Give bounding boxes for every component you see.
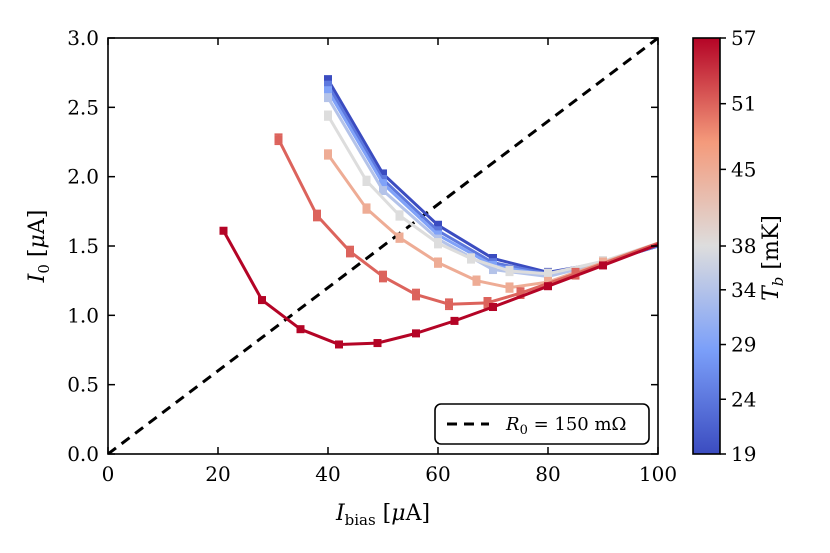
y-tick-label: 2.5 — [67, 95, 99, 119]
data-point — [395, 233, 404, 242]
data-point — [467, 254, 475, 263]
data-point — [445, 300, 453, 309]
data-point — [489, 265, 497, 274]
data-point — [544, 269, 552, 278]
x-tick-label: 100 — [639, 462, 677, 486]
colorbar-tick-label: 45 — [731, 157, 756, 181]
y-tick-label: 0.5 — [67, 373, 99, 397]
data-point — [274, 135, 283, 144]
data-point — [258, 296, 266, 305]
data-point — [296, 325, 305, 334]
x-tick-label: 40 — [315, 462, 340, 486]
data-point — [571, 269, 580, 278]
data-point — [599, 261, 607, 270]
colorbar: 19 24 29 34 38 45 51 57 Tb [mK] — [692, 26, 787, 466]
legend: R0 = 150 mΩ — [434, 403, 650, 445]
data-point — [313, 211, 321, 220]
x-tick-label: 80 — [535, 462, 560, 486]
series-24mK — [324, 80, 658, 279]
colorbar-gradient — [692, 37, 721, 455]
data-point — [362, 204, 371, 213]
data-point — [434, 239, 442, 248]
data-point — [505, 266, 514, 275]
colorbar-label: Tb [mK] — [759, 215, 787, 301]
x-tick-label: 60 — [425, 462, 450, 486]
data-point — [412, 290, 420, 299]
data-point — [516, 289, 525, 298]
data-point — [379, 272, 387, 281]
y-tick-label: 1.5 — [67, 234, 99, 258]
colorbar-tick-label: 24 — [731, 387, 756, 411]
data-point — [489, 303, 497, 312]
x-axis-label: Ibias [μA] — [335, 501, 430, 529]
data-point — [450, 316, 459, 325]
data-point — [219, 226, 228, 235]
data-point — [379, 169, 387, 178]
data-point — [412, 329, 420, 338]
series-29mK — [324, 86, 658, 280]
data-point — [483, 298, 492, 307]
data-point — [373, 339, 382, 348]
colorbar-tick-label: 34 — [731, 278, 756, 302]
x-tick-label: 0 — [102, 462, 115, 486]
data-point — [324, 150, 332, 159]
data-point — [324, 81, 332, 90]
data-point — [395, 211, 404, 220]
data-point — [324, 93, 332, 102]
y-axis-label: I0 [μA] — [25, 210, 53, 284]
x-tick-label: 20 — [205, 462, 230, 486]
data-point — [434, 221, 442, 230]
series-layer — [219, 75, 658, 349]
colorbar-tick-label: 19 — [731, 442, 756, 466]
colorbar-tick-label: 38 — [731, 234, 756, 258]
data-point — [434, 258, 442, 267]
series-line — [326, 96, 658, 279]
data-point — [324, 75, 332, 84]
y-tick-label: 3.0 — [67, 26, 99, 50]
legend-box — [434, 403, 650, 445]
data-point — [346, 247, 354, 256]
data-point — [505, 283, 514, 292]
y-tick-label: 1.0 — [67, 303, 99, 327]
reference-line — [108, 38, 658, 454]
data-point — [544, 282, 552, 291]
legend-label: R0 = 150 mΩ — [505, 414, 626, 438]
ticks-layer: 0 20 40 60 80 100 0.0 0.5 1.0 1.5 2.0 2.5 3.0 — [67, 26, 677, 486]
data-point — [324, 111, 332, 120]
data-point — [379, 179, 387, 188]
data-point — [335, 340, 343, 349]
y-tick-label: 0.0 — [67, 442, 99, 466]
colorbar-tick-label: 29 — [731, 333, 756, 357]
colorbar-tick-label: 57 — [731, 26, 756, 50]
y-tick-label: 2.0 — [67, 165, 99, 189]
colorbar-ticks: 19 24 29 34 38 45 51 57 — [720, 26, 756, 466]
data-point — [362, 176, 371, 185]
data-point — [324, 86, 332, 95]
colorbar-tick-label: 51 — [731, 92, 756, 116]
series-57mK — [219, 226, 658, 349]
data-point — [379, 186, 387, 195]
series-line — [326, 114, 658, 276]
data-point — [472, 276, 481, 285]
series-38mK — [324, 110, 658, 279]
